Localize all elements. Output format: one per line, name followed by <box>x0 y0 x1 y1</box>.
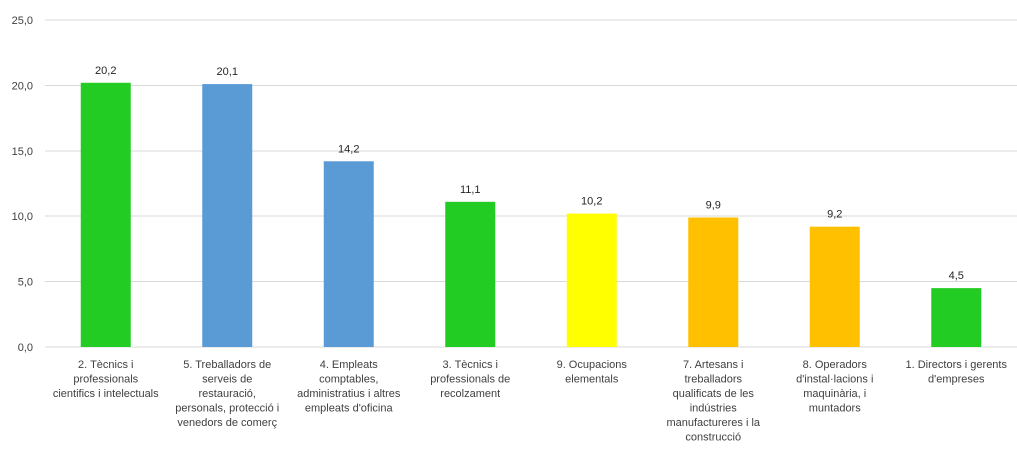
category-label-line: indústries <box>690 403 738 415</box>
category-label-line: qualificats de les <box>673 388 755 400</box>
bar <box>80 82 131 347</box>
y-tick-label: 25,0 <box>12 15 33 27</box>
category-label-line: professionals de <box>430 374 510 386</box>
y-tick-label: 0,0 <box>18 342 33 354</box>
category-label-line: venedors de comerç <box>177 417 277 429</box>
y-tick-label: 5,0 <box>18 277 33 289</box>
category-label-line: 4. Empleats <box>320 359 379 371</box>
category-label-line: recolzament <box>440 388 500 400</box>
category-label-line: elementals <box>565 374 619 386</box>
category-label-line: restauració, <box>199 388 256 400</box>
y-tick-label: 10,0 <box>12 211 33 223</box>
category-label: 7. Artesans i treballadors qualificats de … <box>666 359 760 444</box>
data-label: 14,2 <box>338 143 359 155</box>
category-label-line: cientifics i intelectuals <box>53 388 159 400</box>
category-label-line: professionals <box>73 374 138 386</box>
category-label-line: 2. Tècnics i <box>78 359 133 371</box>
bar <box>809 226 860 347</box>
category-label-line: 9. Ocupacions <box>557 359 628 371</box>
category-label-line: administratius i altres <box>297 388 401 400</box>
bar <box>202 84 253 347</box>
y-tick-label: 20,0 <box>12 80 33 92</box>
category-label-line: d'empreses <box>928 374 985 386</box>
data-label: 9,2 <box>827 209 842 221</box>
data-label: 11,1 <box>460 184 481 196</box>
category-label-line: 5. Treballadors de <box>183 359 271 371</box>
data-label: 20,1 <box>217 66 238 78</box>
bar <box>931 288 982 347</box>
category-label-line: comptables, <box>319 374 378 386</box>
category-label: 2. Tècnics i professionals cientifics i in… <box>53 359 159 400</box>
bar <box>323 161 374 347</box>
category-label-line: treballadors <box>685 374 743 386</box>
category-label-line: serveis de <box>202 374 252 386</box>
category-label-line: construcció <box>685 432 741 444</box>
category-label-line: 1. Directors i gerents <box>906 359 1008 371</box>
category-label-line: muntadors <box>809 403 861 415</box>
category-label: 4. Empleats comptables, administratius i a… <box>297 359 401 415</box>
category-label: 5. Treballadors de serveis de restauració,… <box>175 359 279 429</box>
category-label: 9. Ocupacions elementals <box>557 359 628 386</box>
category-label-line: empleats d'oficina <box>305 403 394 415</box>
bar <box>566 213 617 347</box>
y-tick-label: 15,0 <box>12 146 33 158</box>
category-label-line: 3. Tècnics i <box>443 359 498 371</box>
category-label-line: personals, protecció i <box>175 403 279 415</box>
bar <box>688 217 739 347</box>
data-label: 20,2 <box>95 65 116 77</box>
data-label: 9,9 <box>706 200 721 212</box>
category-label: 1. Directors i gerents d'empreses <box>906 359 1008 386</box>
bar <box>445 201 496 347</box>
data-label: 10,2 <box>581 196 602 208</box>
category-label-line: 7. Artesans i <box>683 359 744 371</box>
category-label-line: maquinària, i <box>803 388 866 400</box>
category-label-line: manufactureres i la <box>666 417 760 429</box>
category-label: 3. Tècnics i professionals de recolzament <box>430 359 510 400</box>
data-label: 4,5 <box>949 270 964 282</box>
category-label: 8. Operadors d'instal·lacions i maquinària… <box>796 359 873 415</box>
category-label-line: d'instal·lacions i <box>796 374 873 386</box>
category-label-line: 8. Operadors <box>803 359 868 371</box>
